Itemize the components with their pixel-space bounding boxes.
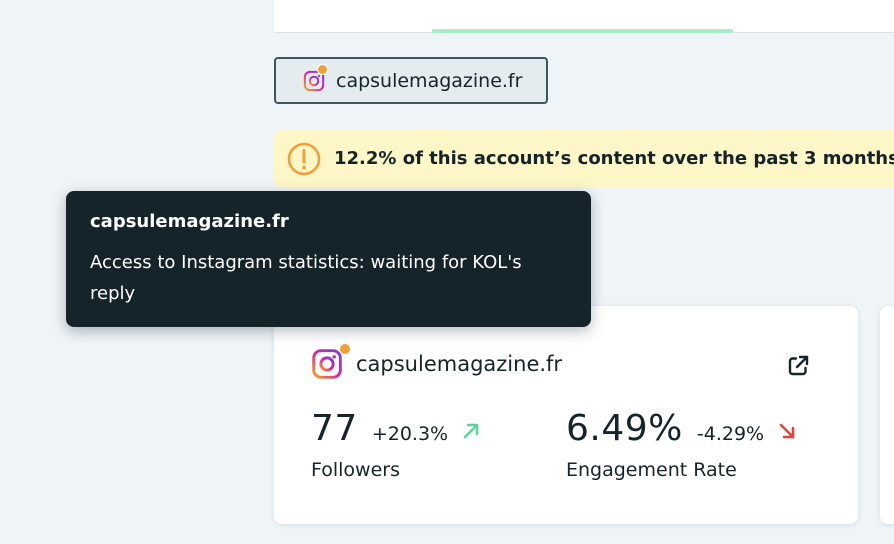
followers-change: +20.3% xyxy=(371,423,449,445)
instagram-icon xyxy=(303,63,328,92)
tooltip-title: capsulemagazine.fr xyxy=(90,211,289,232)
external-link-icon[interactable] xyxy=(786,354,810,382)
followers-value: 77 xyxy=(311,408,358,449)
tabs-bar xyxy=(274,0,894,33)
engagement-rate-label: Engagement Rate xyxy=(566,459,737,481)
warning-text: 12.2% of this account’s content over the… xyxy=(334,148,894,169)
account-stats-card: capsulemagazine.fr 77 +20.3% Follow xyxy=(274,306,858,524)
warning-banner: 12.2% of this account’s content over the… xyxy=(274,130,894,187)
engagement-rate-change: -4.29% xyxy=(696,423,765,445)
tooltip-text: Access to Instagram statistics: waiting … xyxy=(90,252,522,304)
metric-followers: 77 +20.3% Followers xyxy=(311,408,480,481)
trend-up-arrow-icon xyxy=(462,422,480,444)
card-header: capsulemagazine.fr xyxy=(311,343,563,380)
instagram-icon xyxy=(311,343,351,380)
next-card xyxy=(880,306,894,524)
account-chip[interactable]: capsulemagazine.fr xyxy=(274,57,548,104)
alert-circle-icon xyxy=(287,142,321,176)
card-account-handle: capsulemagazine.fr xyxy=(356,352,563,376)
account-chip-label: capsulemagazine.fr xyxy=(336,69,523,92)
status-dot xyxy=(339,343,351,355)
metric-engagement-rate: 6.49% -4.29% Engagement Rate xyxy=(566,408,796,481)
account-status-tooltip: capsulemagazine.fr Access to Instagram s… xyxy=(66,191,591,327)
active-tab-indicator xyxy=(432,29,733,33)
followers-label: Followers xyxy=(311,459,400,481)
status-dot xyxy=(317,63,328,75)
engagement-rate-value: 6.49% xyxy=(566,408,683,449)
trend-down-arrow-icon xyxy=(778,422,796,444)
